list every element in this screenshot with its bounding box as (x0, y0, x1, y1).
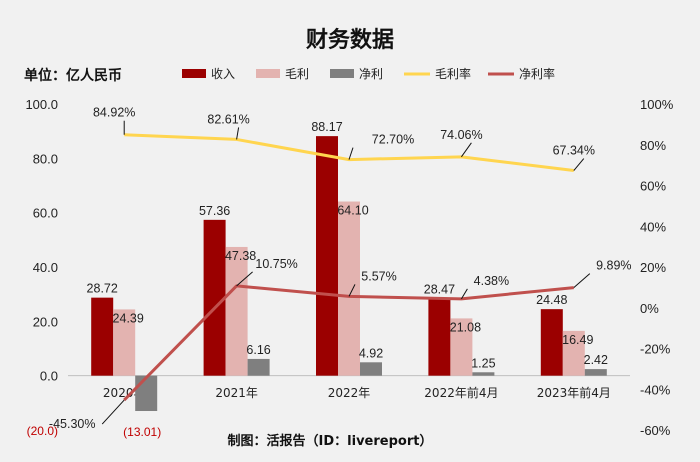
revenue-bar (91, 297, 114, 376)
net-profit-label: 4.92 (359, 346, 383, 360)
gross-margin-label: 82.61% (207, 112, 249, 126)
revenue-label: 88.17 (311, 120, 342, 134)
axes: 100.0 80.0 60.0 40.0 20.0 0.0 (20.0) 100% 80% 60%… (25, 97, 673, 438)
category-label: 2021年 (215, 386, 258, 400)
gross-profit-bar (338, 201, 360, 376)
gross-profit-label: 16.49 (562, 333, 593, 347)
net-margin-label: 4.38% (474, 274, 509, 288)
revenue-bar (428, 298, 451, 376)
legend-label-3: 毛利率 (435, 66, 471, 81)
unit-label: 单位：亿人民币 (24, 67, 122, 84)
net-margin-leader (348, 284, 356, 297)
net-profit-label: 6.16 (246, 343, 270, 357)
revenue-label: 28.72 (87, 282, 118, 296)
revenue-bar (316, 136, 338, 376)
right-axis-tick-label: 0% (640, 301, 659, 316)
net-profit-bar (472, 372, 495, 376)
right-axis-tick-label: -20% (640, 342, 671, 357)
net-profit-bar (247, 358, 270, 376)
right-axis-tick-label: -60% (640, 423, 671, 438)
category-label: 2022年 (328, 386, 371, 400)
net-profit-bar (584, 369, 607, 376)
gross-profit-bar (225, 246, 248, 376)
gross-profit-label: 21.08 (450, 320, 481, 334)
right-axis-tick-label: 40% (640, 219, 666, 234)
left-axis-tick-label: (20.0) (27, 424, 58, 438)
net-margin-leader (573, 273, 591, 288)
gross-margin-leader (460, 142, 472, 158)
data-labels: 28.72 57.36 88.17 28.47 24.48 24.39 47.38 64.10… (49, 106, 632, 439)
gross-margin-label: 67.34% (553, 144, 595, 158)
net-profit-bar (135, 375, 158, 412)
right-axis-tick-label: 60% (640, 179, 666, 194)
gross-margin-leader (573, 158, 585, 171)
revenue-bar (540, 309, 563, 376)
left-axis-tick-label: 80.0 (33, 151, 58, 166)
gross-profit-bar (562, 330, 585, 376)
right-axis-tick-label: 80% (640, 138, 666, 153)
right-axis-tick-label: 20% (640, 260, 666, 275)
net-margin-label: -45.30% (49, 417, 96, 431)
net-margin-leader (460, 288, 468, 300)
net-profit-label: 2.42 (584, 353, 608, 367)
legend-label-2: 净利 (359, 67, 383, 81)
left-axis-tick-label: 20.0 (33, 314, 58, 329)
gross-profit-bar (450, 318, 473, 376)
bar-series (91, 136, 607, 412)
gross-margin-label: 74.06% (440, 128, 482, 142)
legend-label-4: 净利率 (519, 66, 555, 81)
left-axis-tick-label: 40.0 (33, 260, 58, 275)
left-axis-tick-label: 0.0 (40, 369, 58, 384)
right-axis-tick-label: 100% (640, 97, 674, 112)
chart-title: 财务数据 (306, 27, 394, 53)
gross-profit-bar (113, 309, 136, 376)
net-margin-leader (236, 271, 253, 287)
gross-margin-leader (348, 147, 354, 160)
gross-profit-label: 47.38 (225, 249, 256, 263)
revenue-label: 28.47 (424, 282, 455, 296)
net-profit-bar (360, 362, 382, 376)
gross-margin-label: 72.70% (372, 133, 414, 147)
legend-swatch-0 (182, 69, 206, 78)
gross-profit-label: 24.39 (113, 311, 144, 325)
revenue-label: 24.48 (536, 293, 567, 307)
gross-margin-leader (236, 127, 240, 140)
legend-swatch-2 (330, 69, 354, 78)
category-label: 2023年前4月 (537, 385, 611, 400)
net-margin-label: 9.89% (596, 259, 631, 273)
category-label: 2022年前4月 (424, 385, 498, 400)
legend-label-1: 毛利 (285, 67, 309, 81)
gross-margin-label: 84.92% (93, 106, 135, 120)
net-margin-leader (101, 399, 125, 425)
credit-text: 制图：活报告（ID：livereport） (228, 433, 433, 449)
gross-margin-line (124, 133, 574, 173)
net-margin-label: 10.75% (255, 257, 297, 271)
right-axis-tick-label: -40% (640, 382, 671, 397)
gross-profit-label: 64.10 (337, 204, 368, 218)
net-profit-label: (13.01) (123, 425, 161, 439)
left-axis-tick-label: 60.0 (33, 206, 58, 221)
legend-label-0: 收入 (211, 67, 235, 81)
left-axis-tick-label: 100.0 (25, 97, 58, 112)
legend: 收入 毛利 净利 毛利率 净利率 (182, 66, 555, 81)
net-profit-label: 1.25 (471, 356, 495, 370)
revenue-bar (203, 219, 226, 376)
revenue-label: 57.36 (199, 204, 230, 218)
net-margin-label: 5.57% (361, 269, 396, 283)
legend-swatch-1 (256, 69, 280, 78)
